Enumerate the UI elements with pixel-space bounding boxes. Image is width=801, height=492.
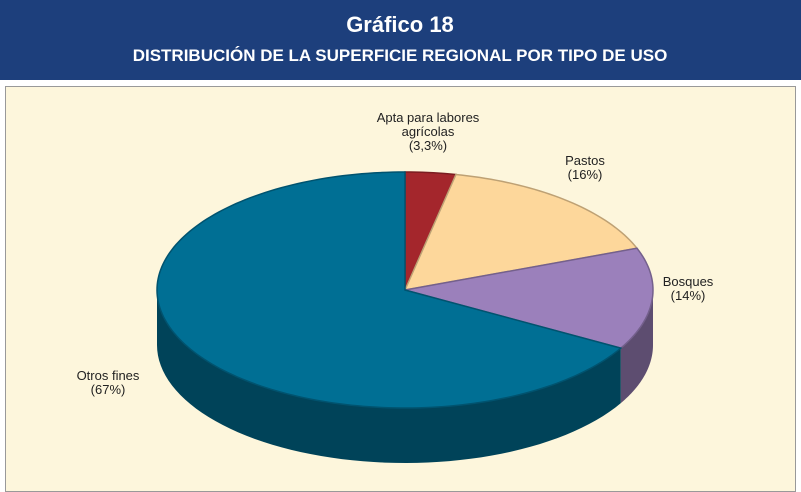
- slice-value-label: (67%): [91, 382, 126, 397]
- chart-subtitle: DISTRIBUCIÓN DE LA SUPERFICIE REGIONAL P…: [133, 46, 668, 65]
- chart-title: Gráfico 18: [346, 12, 454, 37]
- slice-label: Bosques: [663, 274, 714, 289]
- slice-value-label: (14%): [671, 288, 706, 303]
- label-line: Apta para labores: [377, 110, 480, 125]
- slice-value-label: (3,3%): [409, 138, 447, 153]
- slice: [156, 171, 623, 409]
- slice: [403, 173, 639, 291]
- slice-side: [620, 290, 653, 404]
- slice-label: Apta para labores agrícolas: [377, 110, 480, 139]
- slice: [404, 247, 654, 349]
- pie: [156, 171, 654, 463]
- slice-value-label: (16%): [568, 167, 603, 182]
- header-band: [0, 0, 801, 80]
- slice-label: Pastos: [565, 153, 605, 168]
- slice-side: [157, 290, 621, 463]
- slice-label: Otros fines: [77, 368, 140, 383]
- label-line: agrícolas: [402, 124, 455, 139]
